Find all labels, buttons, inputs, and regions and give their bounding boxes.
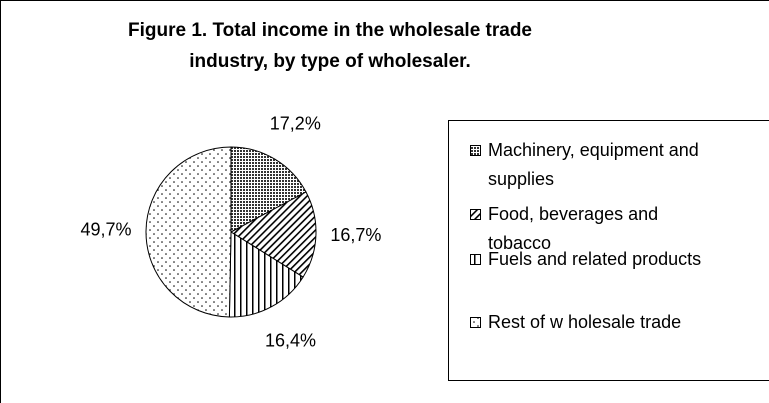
- legend-label: Food, beverages and tobacco: [488, 204, 659, 253]
- pie-slice: [228, 231, 304, 318]
- pie-slice: [230, 146, 307, 233]
- data-label: 17,2%: [270, 114, 321, 134]
- data-label: 16,4%: [265, 331, 316, 351]
- pie-slice: [145, 146, 232, 318]
- data-label: 49,7%: [80, 220, 131, 240]
- legend-swatch: [470, 145, 481, 156]
- legend-swatch: [470, 209, 481, 220]
- legend-swatch: [470, 317, 481, 328]
- chart-title: Figure 1. Total income in the wholesale …: [127, 20, 532, 72]
- legend-label: Machinery, equipment and supplies: [488, 140, 699, 189]
- legend-box: [448, 120, 769, 381]
- pie-slice: [230, 191, 317, 278]
- legend-label: Fuels and related products: [488, 249, 702, 269]
- legend-label: Rest of w holesale trade: [488, 312, 682, 332]
- data-label: 16,7%: [330, 225, 381, 245]
- legend-swatch: [470, 254, 481, 265]
